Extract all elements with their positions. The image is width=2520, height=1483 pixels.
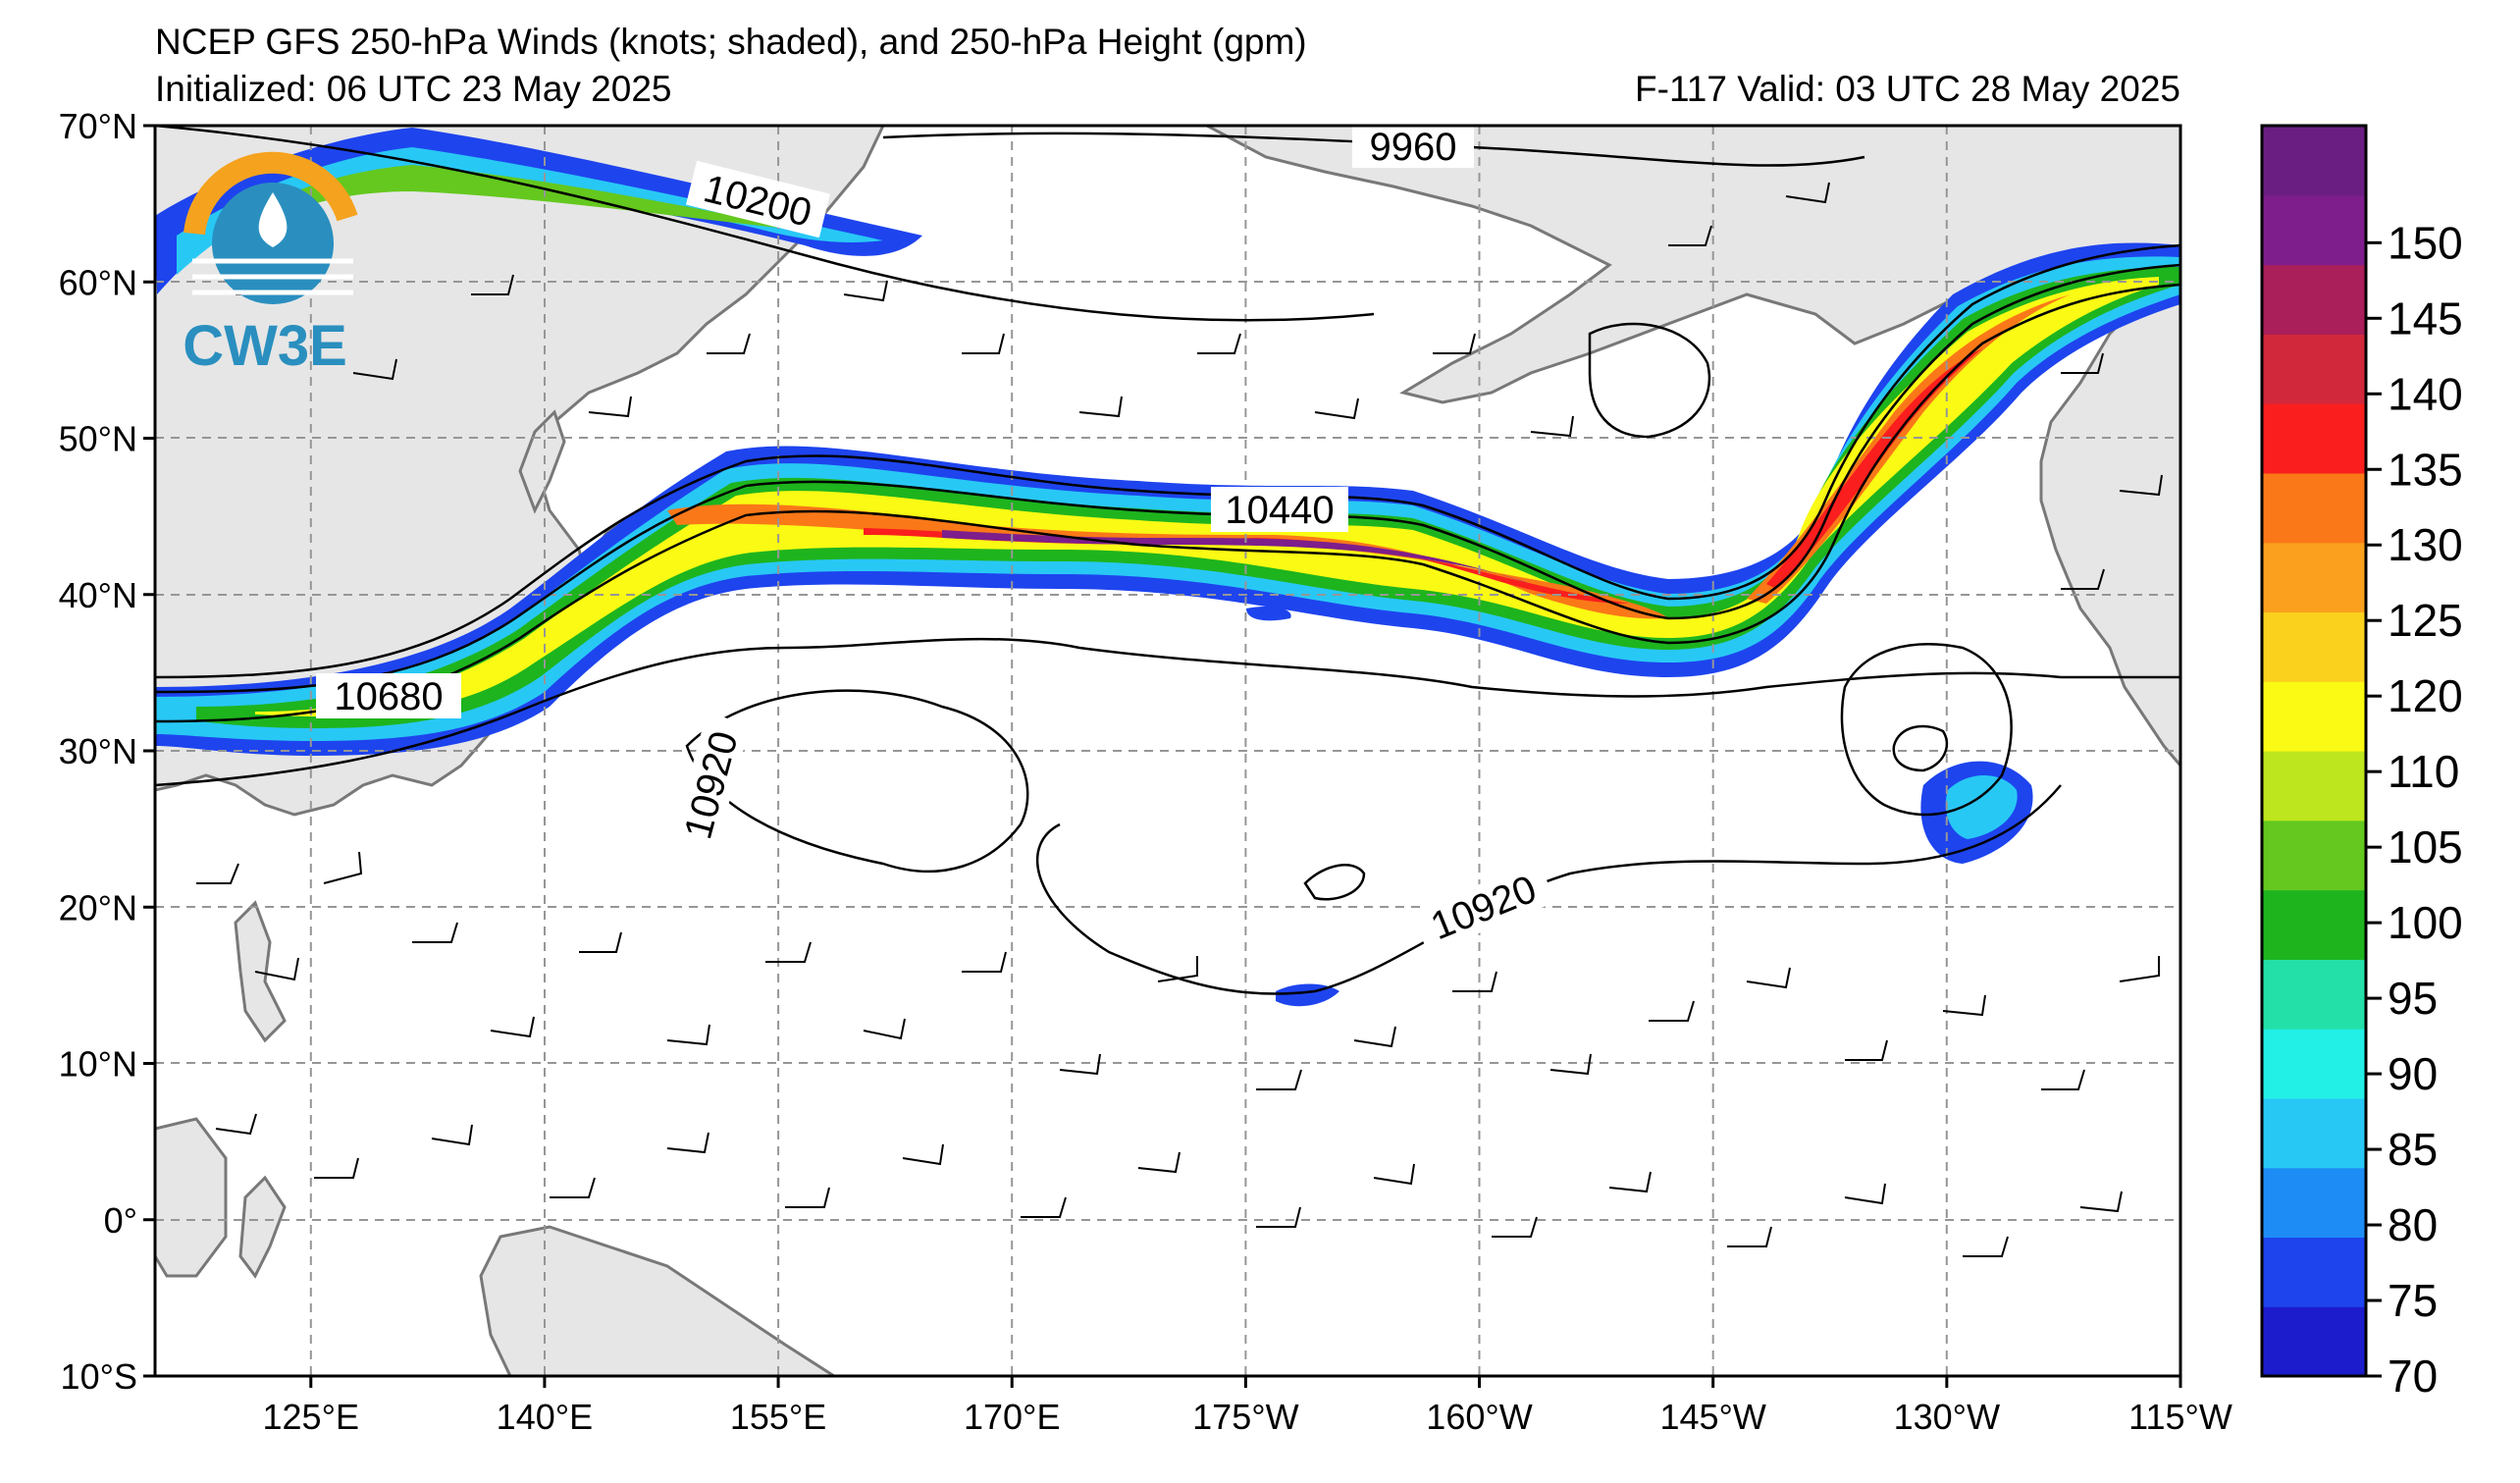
colorbar-tick-label: 90 bbox=[2388, 1048, 2438, 1099]
lon-tick-label: 170°E bbox=[964, 1397, 1060, 1437]
colorbar-tick-label: 125 bbox=[2388, 595, 2463, 646]
colorbar-tick-label: 150 bbox=[2388, 217, 2463, 268]
lat-tick-label: 40°N bbox=[59, 575, 137, 615]
land-new-guinea bbox=[479, 1225, 837, 1376]
lon-tick-label: 160°W bbox=[1426, 1397, 1532, 1437]
init-time: Initialized: 06 UTC 23 May 2025 bbox=[155, 69, 672, 109]
wind-barbs bbox=[196, 182, 2163, 1257]
lon-tick-label: 145°W bbox=[1659, 1397, 1765, 1437]
colorbar-tick-label: 95 bbox=[2388, 973, 2438, 1024]
colorbar-swatch bbox=[2262, 1097, 2366, 1169]
cw3e-logo: CW3E bbox=[183, 151, 358, 378]
valid-time: F-117 Valid: 03 UTC 28 May 2025 bbox=[1635, 69, 2180, 109]
contour-label-10680: 10680 bbox=[334, 675, 443, 718]
colorbar-swatch bbox=[2262, 681, 2366, 752]
colorbar-swatch bbox=[2262, 611, 2366, 682]
colorbar-tick-label: 110 bbox=[2388, 746, 2459, 797]
colorbar-swatch bbox=[2262, 1029, 2366, 1099]
contour-label-10440: 10440 bbox=[1225, 489, 1334, 532]
logo-sun-arc bbox=[184, 151, 358, 236]
colorbar-swatch bbox=[2262, 820, 2366, 891]
lon-tick-label: 115°W bbox=[2128, 1397, 2232, 1437]
land-sulawesi bbox=[238, 1175, 287, 1279]
colorbar-tick-label: 145 bbox=[2388, 292, 2463, 344]
colorbar-tick-label: 75 bbox=[2388, 1275, 2438, 1326]
logo-drop-icon bbox=[258, 192, 288, 247]
colorbar-tick-label: 100 bbox=[2388, 897, 2463, 948]
colorbar-swatch bbox=[2262, 542, 2366, 613]
lat-tick-label: 20°N bbox=[59, 887, 137, 927]
colorbar-swatch bbox=[2262, 959, 2366, 1030]
colorbar-swatch bbox=[2262, 264, 2366, 335]
colorbar-tick-label: 85 bbox=[2388, 1124, 2438, 1175]
colorbar-swatch bbox=[2262, 751, 2366, 821]
colorbar-tick-label: 80 bbox=[2388, 1199, 2438, 1250]
colorbar-swatch bbox=[2262, 1237, 2366, 1307]
wind-speed-colorbar: 70 75 80 85 90 95 100 105 110 120 125 130 135 140 145 1… bbox=[2260, 124, 2463, 1402]
lat-tick-label: 30°N bbox=[59, 731, 137, 771]
lon-tick-label: 155°E bbox=[730, 1397, 826, 1437]
map-title: NCEP GFS 250-hPa Winds (knots; shaded), … bbox=[155, 22, 1307, 62]
colorbar-swatch bbox=[2262, 472, 2366, 544]
lat-tick-label: 60°N bbox=[59, 262, 137, 302]
colorbar-tick-label: 130 bbox=[2388, 519, 2463, 570]
colorbar-tick-label: 120 bbox=[2388, 670, 2463, 721]
land-north-america bbox=[2039, 273, 2180, 768]
lat-tick-label: 10°S bbox=[61, 1356, 137, 1397]
colorbar-swatch bbox=[2262, 889, 2366, 960]
logo-text: CW3E bbox=[183, 314, 347, 378]
colorbar-swatch bbox=[2262, 126, 2366, 196]
colorbar-tick-label: 135 bbox=[2388, 444, 2463, 495]
contour-label-9960: 9960 bbox=[1370, 126, 1457, 169]
lat-tick-label: 0° bbox=[104, 1200, 137, 1241]
colorbar-swatch bbox=[2262, 403, 2366, 474]
graticule bbox=[155, 126, 2180, 1376]
colorbar-tick-label: 105 bbox=[2388, 821, 2463, 873]
lat-tick-label: 10°N bbox=[59, 1044, 137, 1085]
lon-tick-label: 140°E bbox=[497, 1397, 593, 1437]
colorbar-swatch bbox=[2262, 1167, 2366, 1239]
colorbar-tick-label: 140 bbox=[2388, 368, 2463, 419]
wind-speed-shading bbox=[155, 128, 2180, 1007]
land-borneo bbox=[155, 1117, 228, 1278]
colorbar-frame bbox=[2260, 124, 2368, 1378]
lat-tick-label: 50°N bbox=[59, 419, 137, 459]
latitude-axis: 70°N 60°N 50°N 40°N 30°N 20°N 10°N 0° 10°S bbox=[59, 106, 155, 1397]
lon-tick-label: 125°E bbox=[263, 1397, 359, 1437]
lon-tick-label: 130°W bbox=[1894, 1397, 2000, 1437]
longitude-axis: 125°E 140°E 155°E 170°E 175°W 160°W 145°W 130°W… bbox=[263, 1376, 2232, 1437]
lat-tick-label: 70°N bbox=[59, 106, 137, 146]
colorbar-swatch bbox=[2262, 194, 2366, 266]
lon-tick-label: 175°W bbox=[1192, 1397, 1298, 1437]
colorbar-tick-label: 70 bbox=[2388, 1351, 2438, 1402]
colorbar-swatch bbox=[2262, 334, 2366, 404]
colorbar-swatch bbox=[2262, 1306, 2366, 1377]
